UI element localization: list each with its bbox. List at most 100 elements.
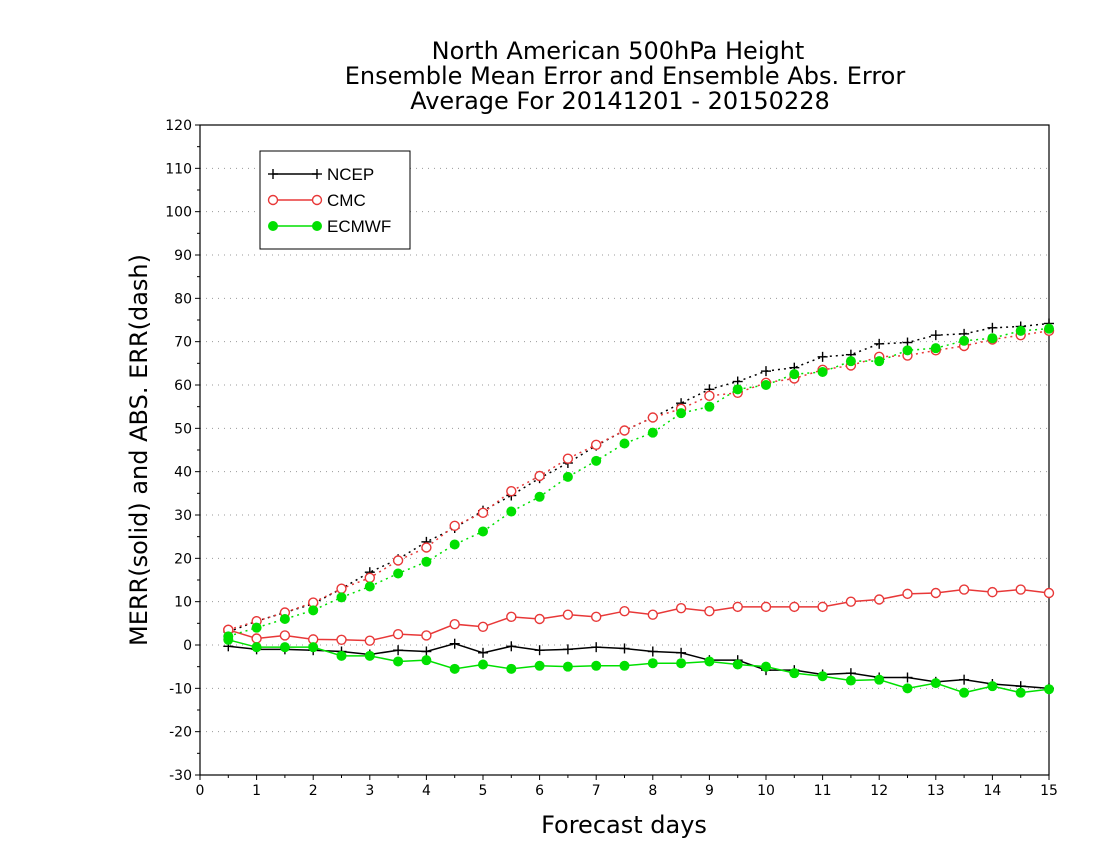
ecmwf-abs-err-point bbox=[562, 471, 573, 482]
ecmwf-abs-err-point bbox=[647, 427, 658, 438]
x-tick-label: 13 bbox=[927, 783, 945, 799]
ecmwf-merr-point bbox=[421, 655, 432, 666]
cmc-merr-point bbox=[336, 634, 347, 645]
ecmwf-merr-point bbox=[845, 675, 856, 686]
cmc-abs-err-point bbox=[392, 555, 404, 566]
ncep-merr-point bbox=[619, 643, 630, 654]
ncep-abs-err-point bbox=[987, 322, 998, 333]
y-tick-label: 60 bbox=[174, 378, 192, 394]
cmc-merr-point bbox=[392, 628, 404, 640]
cmc-abs-err-point bbox=[506, 485, 517, 497]
ecmwf-abs-err-point bbox=[789, 369, 800, 380]
y-tick-label: 20 bbox=[174, 551, 192, 567]
y-tick-label: 10 bbox=[174, 595, 192, 611]
y-tick-label: 30 bbox=[174, 508, 192, 524]
legend-label: CMC bbox=[327, 191, 366, 210]
ecmwf-merr-point bbox=[308, 642, 319, 653]
cmc-merr-point bbox=[534, 613, 545, 625]
cmc-merr-point bbox=[704, 606, 715, 617]
cmc-merr-point bbox=[562, 609, 574, 620]
ncep-merr-line bbox=[228, 642, 1050, 690]
title-line-1: North American 500hPa Height bbox=[432, 37, 805, 65]
ecmwf-merr-point bbox=[449, 663, 460, 674]
ecmwf-merr-point bbox=[987, 681, 998, 692]
ecmwf-merr-point bbox=[817, 671, 828, 682]
cmc-merr-point bbox=[874, 594, 885, 605]
ncep-abs-err-point bbox=[874, 338, 885, 349]
ecmwf-merr-point bbox=[789, 668, 800, 679]
x-tick-label: 10 bbox=[757, 783, 775, 799]
ecmwf-merr-point bbox=[534, 660, 545, 671]
ecmwf-merr-line bbox=[228, 639, 1050, 694]
cmc-merr-point bbox=[647, 609, 658, 620]
ecmwf-abs-err-point bbox=[279, 614, 290, 624]
legend-item-cmc: CMC bbox=[267, 191, 366, 210]
x-tick-label: 2 bbox=[309, 783, 318, 799]
y-tick-label: -30 bbox=[169, 768, 192, 784]
y-tick-label: -10 bbox=[169, 681, 192, 697]
ncep-merr-point bbox=[647, 646, 658, 657]
cmc-merr-point bbox=[732, 601, 743, 613]
ncep-merr-point bbox=[562, 644, 573, 655]
x-tick-label: 9 bbox=[705, 783, 714, 799]
ncep-abs-err-point bbox=[817, 351, 828, 362]
cmc-merr-point bbox=[930, 587, 941, 599]
ncep-merr-point bbox=[591, 642, 602, 653]
ncep-merr-point bbox=[959, 674, 970, 685]
legend-item-ncep: NCEP bbox=[268, 165, 374, 184]
ecmwf-abs-err-point bbox=[534, 491, 545, 502]
chart-title: North American 500hPa Height Ensemble Me… bbox=[345, 37, 906, 115]
x-tick-label: 15 bbox=[1040, 783, 1058, 799]
x-tick-label: 8 bbox=[648, 783, 657, 799]
title-line-3: Average For 20141201 - 20150228 bbox=[410, 87, 830, 115]
legend-marker bbox=[312, 221, 322, 231]
ecmwf-abs-err-point bbox=[845, 356, 856, 367]
ecmwf-abs-err-point bbox=[421, 556, 432, 567]
y-tick-label: 80 bbox=[174, 291, 192, 307]
cmc-merr-point bbox=[421, 630, 432, 641]
x-tick-label: 11 bbox=[814, 783, 832, 799]
cmc-merr-point bbox=[902, 588, 913, 600]
ecmwf-merr-point bbox=[676, 658, 687, 669]
series-layer bbox=[223, 318, 1055, 698]
ecmwf-merr-point bbox=[902, 683, 913, 694]
ecmwf-merr-point bbox=[223, 634, 234, 645]
series-ecmwf bbox=[223, 323, 1054, 698]
y-tick-label: 120 bbox=[165, 118, 192, 134]
cmc-abs-err-point bbox=[421, 542, 432, 553]
ecmwf-abs-err-point bbox=[732, 384, 743, 395]
cmc-merr-point bbox=[987, 586, 998, 598]
cmc-merr-point bbox=[845, 596, 857, 607]
ncep-abs-err-point bbox=[930, 330, 941, 341]
ecmwf-merr-point bbox=[393, 656, 404, 667]
ecmwf-merr-point bbox=[562, 661, 573, 672]
cmc-merr-point bbox=[506, 611, 517, 623]
cmc-abs-err-point bbox=[534, 470, 545, 482]
y-tick-label: 50 bbox=[174, 421, 192, 437]
ecmwf-abs-err-point bbox=[591, 455, 602, 466]
cmc-abs-err-point bbox=[477, 507, 489, 519]
cmc-abs-err-point bbox=[449, 520, 460, 532]
y-tick-label: 0 bbox=[183, 638, 192, 654]
cmc-abs-err-point bbox=[647, 412, 658, 423]
title-line-2: Ensemble Mean Error and Ensemble Abs. Er… bbox=[345, 62, 906, 90]
ncep-merr-point bbox=[506, 641, 517, 652]
y-tick-label: 40 bbox=[174, 465, 192, 481]
legend-marker bbox=[268, 169, 278, 179]
series-ncep bbox=[223, 318, 1054, 694]
legend-marker bbox=[312, 169, 322, 179]
ecmwf-abs-err-point bbox=[619, 438, 630, 449]
y-tick-label: 100 bbox=[165, 205, 192, 221]
ecmwf-merr-point bbox=[704, 656, 715, 667]
legend-marker bbox=[268, 221, 278, 231]
y-tick-label: -20 bbox=[169, 725, 192, 741]
ecmwf-abs-err-point bbox=[449, 539, 460, 550]
x-tick-label: 1 bbox=[252, 783, 261, 799]
ecmwf-abs-err-point bbox=[336, 592, 347, 603]
x-tick-label: 7 bbox=[592, 783, 601, 799]
ncep-merr-point bbox=[393, 645, 404, 656]
cmc-merr-point bbox=[760, 601, 772, 613]
ecmwf-merr-point bbox=[251, 642, 262, 653]
